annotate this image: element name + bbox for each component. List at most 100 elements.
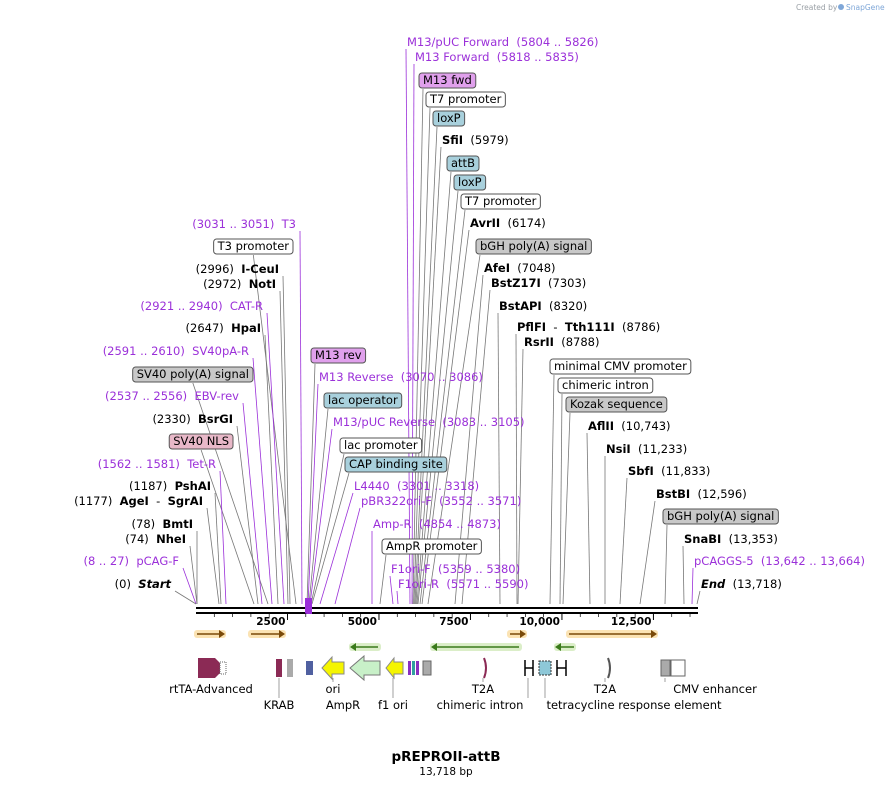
t2a-feature	[483, 657, 487, 679]
annotation-text: M13/pUC Forward (5804 .. 5826)	[407, 35, 599, 49]
box-label: SV40 NLS	[173, 434, 229, 448]
feature-label-chimeric-intron[interactable]: chimeric intron	[437, 698, 524, 712]
box-frame	[460, 193, 541, 210]
annotation-l4440-51[interactable]: L4440 (3301 .. 3318)	[354, 479, 479, 493]
annotation-pshai-39[interactable]: (1187) PshAI	[129, 479, 211, 493]
feature-label-t2a[interactable]: T2A	[593, 682, 616, 696]
annotation-nhei-42[interactable]: (74) NheI	[125, 532, 186, 546]
annotation-loxp-4[interactable]: loxP	[432, 110, 466, 127]
annotation-text: SbfI (11,833)	[628, 464, 710, 478]
feature-label-ori[interactable]: ori	[326, 682, 341, 696]
box-label: lac promoter	[344, 438, 418, 452]
annotation-chimeric-intron-17[interactable]: chimeric intron	[557, 377, 654, 394]
annotation-text: BstAPI (8320)	[499, 299, 587, 313]
annotation-text: (1187) PshAI	[129, 479, 211, 493]
ruler-tick-label: 5000	[348, 616, 377, 628]
annotation-attb-6[interactable]: attB	[446, 155, 480, 172]
annotation-rsrii-15[interactable]: RsrII (8788)	[524, 335, 600, 349]
annotation-m13-fwd-2[interactable]: M13 fwd	[418, 72, 477, 89]
annotation-pcag-f-43[interactable]: (8 .. 27) pCAG-F	[83, 554, 179, 568]
annotation-pcaggs-5-25[interactable]: pCAGGS-5 (13,642 .. 13,664)	[694, 554, 865, 568]
annotation-sv40pa-r-33[interactable]: (2591 .. 2610) SV40pA-R	[103, 344, 249, 358]
box-frame	[446, 155, 480, 172]
annotation-end-26[interactable]: End (13,718)	[701, 577, 782, 591]
annotation-lac-promoter-49[interactable]: lac promoter	[339, 437, 423, 454]
annotation-m13-reverse-46[interactable]: M13 Reverse (3070 .. 3086)	[319, 370, 483, 384]
annotation-text: (8 .. 27) pCAG-F	[83, 554, 179, 568]
feature-label-t2a[interactable]: T2A	[471, 682, 494, 696]
annotation-ampr-promoter-54[interactable]: AmpR promoter	[381, 538, 482, 555]
annotation-sv40-poly-a-signal-34[interactable]: SV40 poly(A) signal	[132, 366, 254, 383]
annotation-bgh-poly-a-signal-10[interactable]: bGH poly(A) signal	[475, 238, 592, 255]
annotation-f1ori-r-56[interactable]: F1ori-R (5571 .. 5590)	[398, 577, 528, 591]
annotation-sfii-5[interactable]: SfiI (5979)	[442, 133, 509, 147]
annotation-agei-40[interactable]: (1177) AgeI - SgrAI	[74, 494, 203, 508]
box-label: CAP binding site	[349, 457, 443, 471]
annotation-t3-27[interactable]: (3031 .. 3051) T3	[192, 217, 296, 231]
krab-feature	[276, 659, 282, 677]
annotation-text: BstZ17I (7303)	[491, 276, 586, 290]
annotation-m13-rev-45[interactable]: M13 rev	[310, 347, 367, 364]
feature-label-ampr[interactable]: AmpR	[326, 698, 360, 712]
annotation-t7-promoter-8[interactable]: T7 promoter	[460, 193, 541, 210]
annotation-start-44[interactable]: (0) Start	[115, 577, 172, 591]
ampr-feature	[349, 654, 381, 682]
annotation-aflii-19[interactable]: AflII (10,743)	[588, 419, 671, 433]
annotation-f1ori-f-55[interactable]: F1ori-F (5359 .. 5380)	[391, 562, 520, 576]
annotation-bmti-41[interactable]: (78) BmtI	[132, 517, 193, 531]
annotation-sv40-nls-37[interactable]: SV40 NLS	[168, 433, 234, 450]
box-label: attB	[451, 156, 475, 170]
annotation-t3-promoter-28[interactable]: T3 promoter	[213, 238, 294, 255]
annotation-i-ceui-29[interactable]: (2996) I-CeuI	[196, 262, 279, 276]
annotation-amp-r-53[interactable]: Amp-R (4854 .. 4873)	[373, 517, 501, 531]
annotation-text: (2972) NotI	[203, 277, 276, 291]
ruler-tick-label: 10,000	[519, 616, 560, 628]
annotation-hpai-32[interactable]: (2647) HpaI	[186, 321, 261, 335]
box-label: T3 promoter	[217, 239, 290, 253]
annotation-bstbi-22[interactable]: BstBI (12,596)	[656, 487, 747, 501]
annotation-snabi-24[interactable]: SnaBI (13,353)	[684, 532, 778, 546]
feature-label-tetracycline-response-element[interactable]: tetracycline response element	[546, 698, 722, 712]
box-label: Kozak sequence	[570, 397, 663, 411]
feature-label-cmv-enhancer[interactable]: CMV enhancer	[673, 682, 757, 696]
annotation-kozak-sequence-18[interactable]: Kozak sequence	[565, 396, 668, 413]
annotation-sbfi-21[interactable]: SbfI (11,833)	[628, 464, 710, 478]
box-label: lac operator	[328, 393, 398, 407]
annotation-cap-binding-site-50[interactable]: CAP binding site	[344, 456, 448, 473]
annotation-bstz17i-12[interactable]: BstZ17I (7303)	[491, 276, 586, 290]
box-frame	[418, 72, 477, 89]
box-label: AmpR promoter	[386, 539, 478, 553]
box-frame	[344, 456, 448, 473]
feature-label-rtta-advanced[interactable]: rtTA-Advanced	[169, 682, 253, 696]
annotation-loxp-7[interactable]: loxP	[453, 174, 487, 191]
cmv-enhancer-feature	[660, 659, 671, 677]
annotation-pflfi-14[interactable]: PflFI - Tth111I (8786)	[517, 320, 660, 334]
snapgene-logo-icon	[838, 4, 844, 10]
annotation-bsrgi-36[interactable]: (2330) BsrGI	[152, 412, 233, 426]
ruler: 2500 5000 7500 10,000 12,500	[213, 613, 691, 628]
annotation-tet-r-38[interactable]: (1562 .. 1581) Tet-R	[98, 457, 216, 471]
annotation-t7-promoter-3[interactable]: T7 promoter	[425, 91, 506, 108]
annotation-lac-operator-47[interactable]: lac operator	[323, 392, 403, 409]
strand-arrows	[194, 630, 658, 651]
annotation-ebv-rev-35[interactable]: (2537 .. 2556) EBV-rev	[105, 389, 239, 403]
ruler-tick-label: 7500	[439, 616, 468, 628]
feature-label-krab[interactable]: KRAB	[264, 698, 295, 712]
box-frame	[453, 174, 487, 191]
annotation-bgh-poly-a-signal-23[interactable]: bGH poly(A) signal	[662, 508, 779, 525]
feature-label-f1-ori[interactable]: f1 ori	[378, 698, 408, 712]
annotation-m13-puc-reverse-48[interactable]: M13/pUC Reverse (3083 .. 3105)	[333, 415, 525, 429]
chimeric-intron-feature	[524, 660, 534, 676]
annotation-text: M13 Forward (5818 .. 5835)	[415, 50, 579, 64]
annotation-afei-11[interactable]: AfeI (7048)	[484, 261, 556, 275]
annotation-m13-puc-forward-0[interactable]: M13/pUC Forward (5804 .. 5826)	[407, 35, 599, 49]
annotation-cat-r-31[interactable]: (2921 .. 2940) CAT-R	[140, 299, 263, 313]
annotation-nsii-20[interactable]: NsiI (11,233)	[606, 442, 687, 456]
annotation-noti-30[interactable]: (2972) NotI	[203, 277, 276, 291]
annotation-avrii-9[interactable]: AvrII (6174)	[470, 216, 546, 230]
annotation-minimal-cmv-promoter-16[interactable]: minimal CMV promoter	[549, 358, 692, 375]
annotation-bstapi-13[interactable]: BstAPI (8320)	[499, 299, 587, 313]
annotation-pbr322ori-f-52[interactable]: pBR322ori-F (3552 .. 3571)	[361, 494, 521, 508]
box-label: loxP	[437, 111, 461, 125]
annotation-m13-forward-1[interactable]: M13 Forward (5818 .. 5835)	[415, 50, 579, 64]
